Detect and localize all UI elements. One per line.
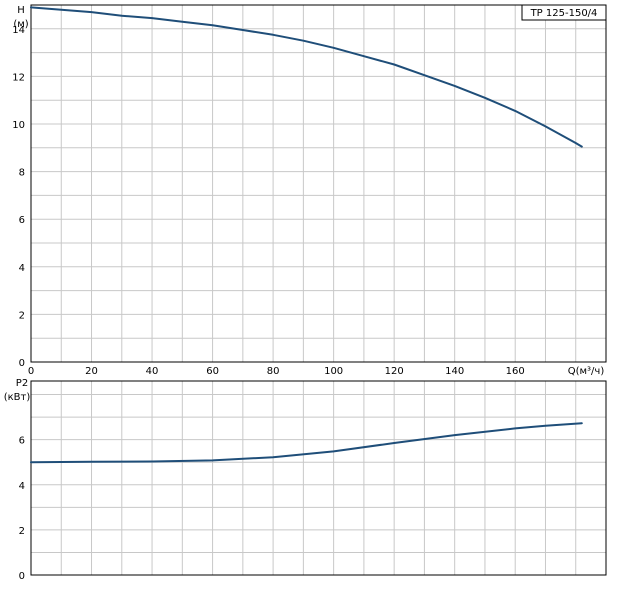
flow-x-tick-label: 100 — [324, 366, 343, 377]
power-data-point — [514, 427, 517, 430]
model-label-box: TP 125-150/4 — [521, 4, 607, 21]
head-data-point — [484, 97, 486, 99]
head-y-tick-label: 4 — [19, 263, 25, 274]
power-axis-label: P2 — [16, 378, 28, 389]
power-data-point — [90, 460, 93, 463]
flow-x-tick-label: 140 — [445, 366, 464, 377]
power-data-point — [30, 461, 32, 464]
flow-x-tick-label: 20 — [85, 366, 98, 377]
model-label-frame — [521, 4, 607, 21]
head-data-point — [580, 145, 583, 148]
head-data-point — [574, 142, 577, 144]
head-data-point — [332, 47, 335, 49]
head-axis-label: H — [17, 5, 25, 16]
head-data-point — [363, 55, 365, 57]
head-y-tick-label: 8 — [19, 168, 25, 179]
head-data-point — [514, 110, 517, 112]
power-data-point — [544, 424, 547, 427]
head-axis-unit: (м) — [13, 19, 28, 30]
head-data-point — [544, 125, 547, 128]
power-curve-series — [30, 422, 583, 464]
power-y-tick-label: 6 — [19, 436, 25, 447]
power-axis-unit: (кВт) — [4, 392, 31, 403]
flow-axis-label: Q(м³/ч) — [568, 366, 605, 377]
head-data-point — [151, 17, 153, 19]
head-y-tick-label: 12 — [12, 72, 25, 83]
head-y-tick-label: 10 — [12, 120, 25, 131]
power-data-point — [580, 422, 583, 424]
head-data-point — [90, 11, 93, 13]
head-y-tick-label: 2 — [19, 310, 25, 321]
head-chart-frame — [30, 4, 607, 363]
power-chart-grid — [31, 381, 606, 575]
model-label: TP 125-150/4 — [530, 8, 598, 19]
power-data-point — [211, 459, 214, 462]
head-data-point — [211, 24, 214, 27]
head-data-point — [242, 29, 244, 31]
head-data-point — [272, 33, 274, 36]
power-y-tick-label: 2 — [19, 526, 25, 537]
power-data-point — [453, 434, 456, 436]
head-data-point — [302, 39, 305, 42]
head-y-tick-labels: 0 2 4 6 8 10 12 14 — [12, 25, 25, 369]
head-data-point — [393, 63, 395, 66]
head-chart-grid — [31, 4, 606, 362]
head-data-point — [120, 14, 123, 17]
power-y-tick-label: 4 — [19, 481, 25, 492]
flow-x-tick-label: 60 — [206, 366, 219, 377]
head-curve-series — [30, 6, 583, 148]
power-chart-frame — [30, 380, 607, 576]
power-data-point — [332, 450, 335, 453]
flow-x-tick-label: 160 — [506, 366, 525, 377]
head-data-point — [60, 8, 63, 11]
head-data-point — [181, 20, 184, 23]
head-data-point — [30, 6, 32, 9]
head-chart: TP 125-150/4 H (м) 0 2 4 6 8 10 12 14 0 20 40 60 80… — [12, 4, 607, 377]
power-data-point — [151, 460, 153, 463]
head-y-tick-label: 6 — [19, 215, 25, 226]
head-y-tick-label: 0 — [19, 358, 25, 369]
power-data-point — [393, 442, 395, 444]
power-curve — [30, 422, 583, 464]
flow-x-tick-label: 80 — [267, 366, 280, 377]
head-y-tick-label: 14 — [12, 25, 25, 36]
head-data-point — [423, 74, 426, 77]
head-data-point — [453, 85, 456, 87]
flow-x-tick-label: 40 — [146, 366, 159, 377]
head-curve — [30, 6, 583, 148]
power-data-point — [272, 456, 274, 459]
power-y-tick-labels: 0 2 4 6 — [19, 436, 25, 582]
power-y-tick-label: 0 — [19, 571, 25, 582]
flow-x-tick-label: 120 — [385, 366, 404, 377]
flow-x-tick-labels: 0 20 40 60 80 100 120 140 160 — [28, 366, 525, 377]
flow-x-tick-label: 0 — [28, 366, 34, 377]
power-chart: P2 (кВт) 0 2 4 6 — [4, 378, 607, 582]
